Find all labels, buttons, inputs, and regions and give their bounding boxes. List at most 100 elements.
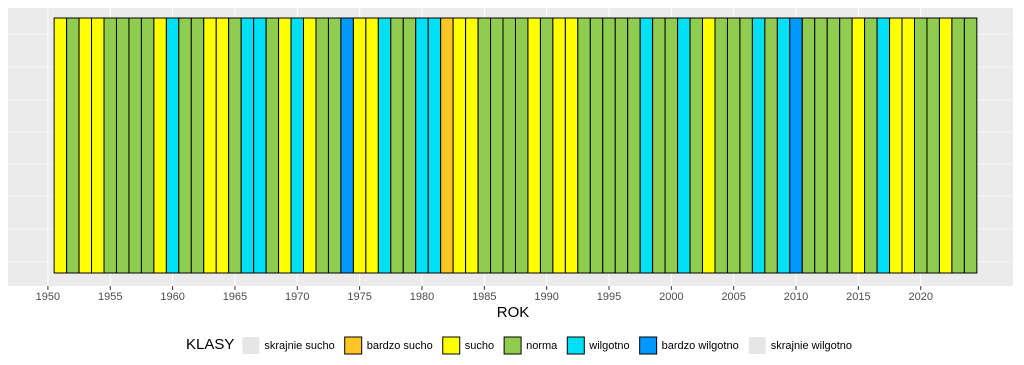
x-tick-label: 1995 — [597, 291, 621, 303]
legend-swatch — [639, 336, 658, 355]
year-stripe — [103, 17, 117, 274]
year-stripe — [689, 17, 704, 274]
year-stripe — [677, 17, 691, 274]
year-stripe — [415, 17, 429, 274]
year-stripe — [726, 17, 741, 274]
legend-label: sucho — [465, 340, 494, 352]
year-stripe — [851, 17, 866, 274]
x-tick-label: 1975 — [347, 291, 371, 303]
legend-label: norma — [526, 340, 558, 352]
year-stripe — [926, 17, 940, 274]
year-stripe — [614, 17, 629, 274]
year-stripe — [963, 17, 978, 274]
year-stripe — [190, 17, 205, 274]
year-stripe — [764, 17, 778, 274]
year-stripe — [365, 17, 379, 274]
x-tick-label: 2005 — [721, 291, 745, 303]
year-stripe — [490, 17, 504, 274]
year-stripe — [66, 17, 80, 274]
year-stripe — [814, 17, 828, 274]
year-stripe — [377, 17, 392, 274]
legend-label: skrajnie wilgotno — [771, 340, 852, 352]
x-tick-label: 2015 — [846, 291, 870, 303]
year-stripe — [801, 17, 816, 274]
year-stripe — [390, 17, 404, 274]
year-stripe — [240, 17, 255, 274]
x-tick-label: 1970 — [285, 291, 309, 303]
year-stripe — [278, 17, 292, 274]
legend-swatch — [442, 336, 461, 355]
year-stripe — [477, 17, 492, 274]
year-stripe — [639, 17, 654, 274]
year-stripe — [627, 17, 641, 274]
year-stripe — [552, 17, 566, 274]
year-stripe — [564, 17, 579, 274]
year-stripe — [203, 17, 217, 274]
x-tick-label: 2000 — [659, 291, 683, 303]
year-stripe — [913, 17, 928, 274]
year-stripe — [889, 17, 903, 274]
legend-swatch — [748, 337, 766, 354]
year-stripe — [327, 17, 342, 274]
year-stripe — [91, 17, 105, 274]
year-stripe — [165, 17, 180, 274]
x-tick-label: 1990 — [534, 291, 558, 303]
year-stripe — [502, 17, 516, 274]
year-stripe — [938, 17, 953, 274]
year-stripe — [465, 17, 479, 274]
year-stripe — [402, 17, 417, 274]
legend-swatch — [242, 337, 260, 354]
year-stripe — [140, 17, 155, 274]
legend-label: skrajnie sucho — [264, 340, 334, 352]
year-stripe — [115, 17, 130, 274]
legend-title: KLASY — [186, 336, 234, 353]
year-stripe — [714, 17, 728, 274]
year-stripe — [178, 17, 192, 274]
year-stripe — [153, 17, 167, 274]
year-stripe — [776, 17, 791, 274]
year-stripe — [527, 17, 541, 274]
year-stripe — [303, 17, 317, 274]
legend-swatch — [344, 336, 363, 355]
x-tick-label: 1985 — [472, 291, 496, 303]
year-stripe — [901, 17, 915, 274]
x-tick-label: 1965 — [223, 291, 247, 303]
year-stripe — [78, 17, 93, 274]
year-stripe — [602, 17, 616, 274]
year-stripe — [826, 17, 841, 274]
year-stripe — [702, 17, 716, 274]
x-axis-label: ROK — [497, 304, 530, 321]
year-stripe — [514, 17, 529, 274]
year-stripe — [315, 17, 329, 274]
year-stripe — [739, 17, 753, 274]
x-tick-label: 1980 — [410, 291, 434, 303]
year-stripe — [265, 17, 280, 274]
x-tick-label: 2020 — [908, 291, 932, 303]
year-stripe — [539, 17, 554, 274]
year-stripe — [577, 17, 591, 274]
year-stripe — [751, 17, 766, 274]
year-stripe — [253, 17, 267, 274]
legend-swatch — [566, 336, 585, 355]
x-tick-label: 2010 — [784, 291, 808, 303]
legend-swatch — [503, 336, 522, 355]
year-stripe — [228, 17, 242, 274]
plot — [47, 8, 978, 286]
legend-label: bardzo sucho — [367, 340, 433, 352]
legend-label: wilgotno — [588, 340, 629, 352]
x-tick-label: 1950 — [36, 291, 60, 303]
year-stripe — [340, 17, 354, 274]
year-stripe — [789, 17, 803, 274]
year-stripe — [290, 17, 305, 274]
x-tick-label: 1955 — [98, 291, 122, 303]
year-stripe — [652, 17, 666, 274]
year-stripe — [53, 17, 68, 274]
year-stripe — [452, 17, 467, 274]
year-stripe — [352, 17, 367, 274]
year-stripe — [440, 17, 454, 274]
year-stripe — [128, 17, 142, 274]
year-stripe — [876, 17, 891, 274]
year-stripe — [589, 17, 604, 274]
year-stripe — [215, 17, 230, 274]
